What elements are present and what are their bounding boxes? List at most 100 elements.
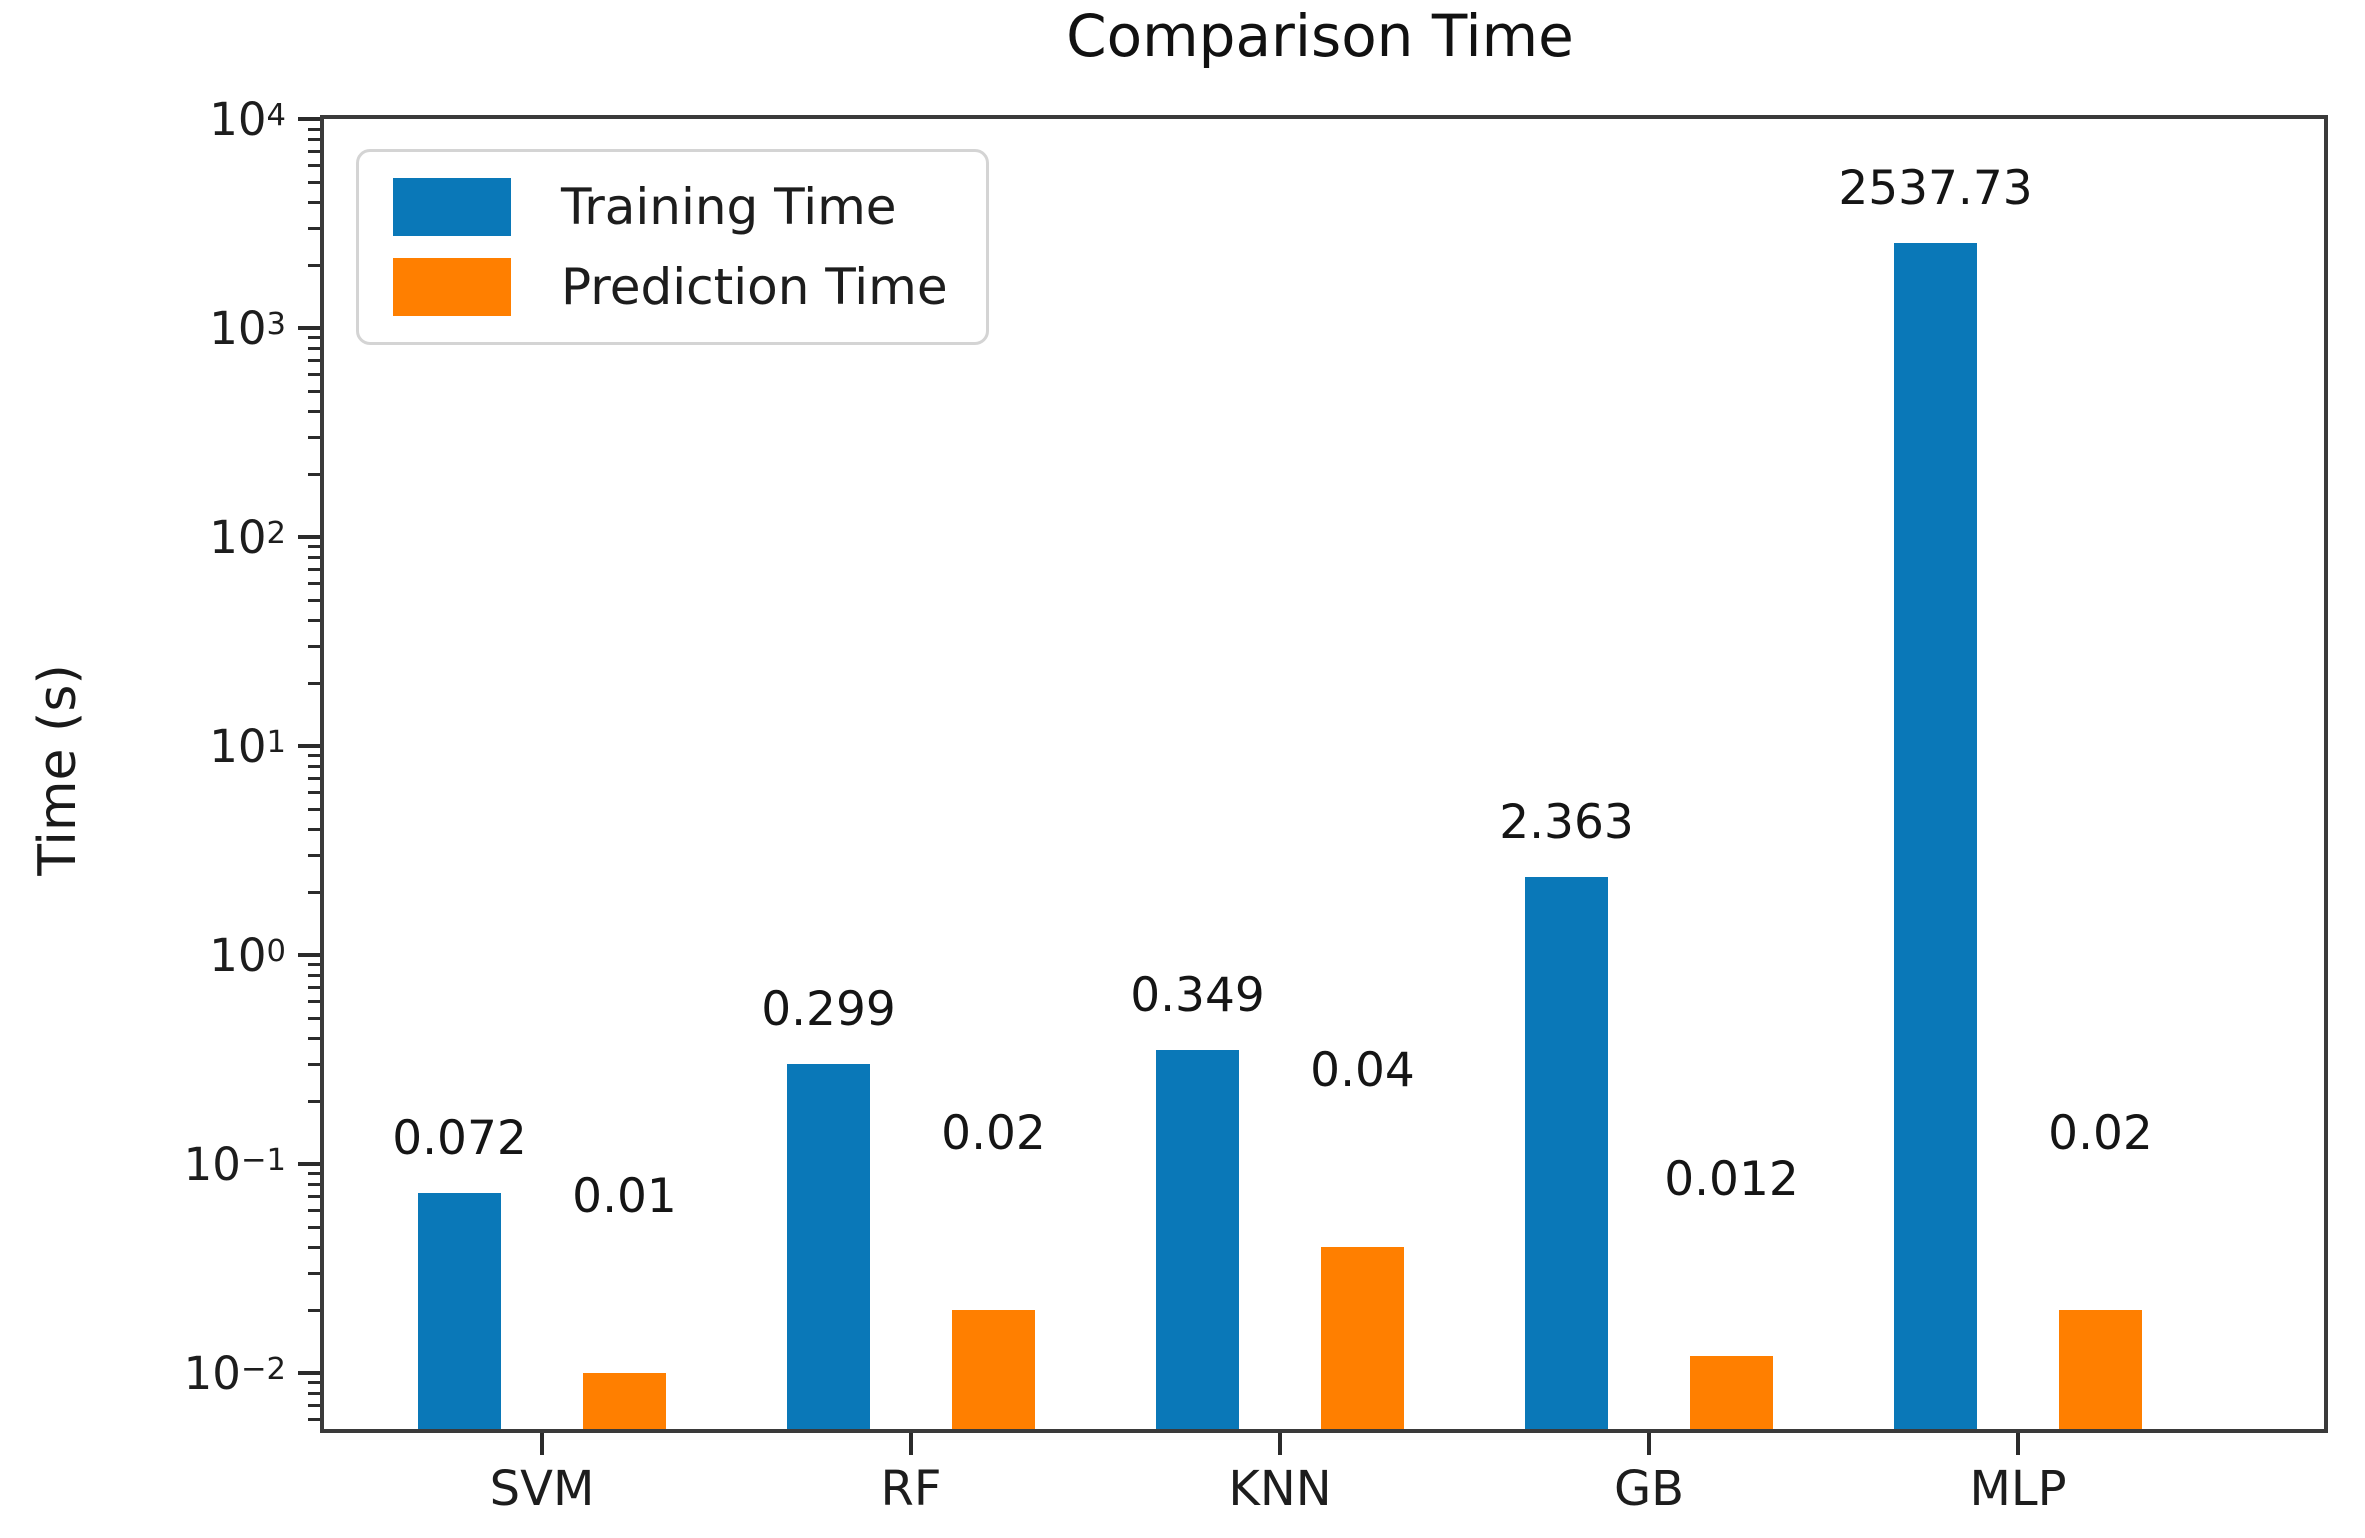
y-minor-tick [308, 681, 320, 685]
y-axis-title: Time (s) [28, 664, 88, 876]
y-minor-tick [308, 985, 320, 989]
y-major-tick [298, 744, 320, 748]
y-minor-tick [308, 335, 320, 339]
y-minor-tick [308, 1208, 320, 1212]
x-tick [540, 1433, 544, 1455]
y-minor-tick [308, 409, 320, 413]
y-minor-tick [308, 1391, 320, 1395]
x-tick [909, 1433, 913, 1455]
bar-value-label: 0.299 [761, 982, 896, 1037]
y-minor-tick [308, 358, 320, 362]
legend-label-prediction: Prediction Time [561, 258, 948, 316]
bar-prediction-GB [1690, 1356, 1773, 1429]
y-minor-tick [308, 1016, 320, 1020]
y-minor-tick [308, 1380, 320, 1384]
y-minor-tick [308, 598, 320, 602]
y-minor-tick [308, 1271, 320, 1275]
legend: Training Time Prediction Time [356, 149, 989, 345]
bar-prediction-KNN [1321, 1247, 1404, 1429]
y-minor-tick [308, 644, 320, 648]
plot-area: Training Time Prediction Time 0.072 0.299… [184, 93, 2328, 1517]
y-minor-tick [308, 435, 320, 439]
y-minor-tick [308, 263, 320, 267]
bar-prediction-MLP [2059, 1310, 2142, 1429]
x-tick-label-SVM: SVM [489, 1461, 595, 1517]
bar-value-label: 0.072 [392, 1111, 527, 1166]
bar-value-label: 2.363 [1499, 795, 1634, 850]
y-minor-tick [308, 1182, 320, 1186]
y-minor-tick [308, 1194, 320, 1198]
y-minor-tick [308, 555, 320, 559]
y-major-tick [298, 953, 320, 957]
bar-training-SVM [418, 1193, 501, 1429]
bar-prediction-RF [952, 1310, 1035, 1429]
y-tick-label: 10 0 [209, 928, 286, 982]
y-minor-tick [308, 827, 320, 831]
y-minor-tick [308, 200, 320, 204]
bar-prediction-SVM [583, 1373, 666, 1429]
bar-training-MLP [1894, 243, 1977, 1429]
y-major-tick [298, 535, 320, 539]
x-tick-label-RF: RF [880, 1461, 942, 1517]
x-tick-label-MLP: MLP [1969, 1461, 2067, 1517]
y-minor-tick [308, 149, 320, 153]
y-minor-tick [308, 1036, 320, 1040]
y-major-tick [298, 1162, 320, 1166]
y-minor-tick [308, 1225, 320, 1229]
y-minor-tick [308, 567, 320, 571]
legend-swatch-prediction-icon [393, 258, 511, 316]
x-tick [1278, 1433, 1282, 1455]
y-tick-label: 10 4 [209, 92, 286, 146]
y-minor-tick [308, 1403, 320, 1407]
y-minor-tick [308, 372, 320, 376]
bar-value-label: 2537.73 [1838, 161, 2033, 216]
bar-value-label: 0.349 [1130, 968, 1265, 1023]
y-minor-tick [308, 127, 320, 131]
y-minor-tick [308, 137, 320, 141]
y-tick-label: 10 3 [209, 301, 286, 355]
legend-item-training: Training Time [393, 178, 948, 236]
y-minor-tick [308, 163, 320, 167]
y-minor-tick [308, 764, 320, 768]
bar-training-RF [787, 1064, 870, 1429]
y-minor-tick [308, 1099, 320, 1103]
legend-swatch-training-icon [393, 178, 511, 236]
y-minor-tick [308, 346, 320, 350]
y-major-tick [298, 326, 320, 330]
x-tick-label-GB: GB [1613, 1461, 1685, 1517]
y-minor-tick [308, 973, 320, 977]
chart-title: Comparison Time [1066, 2, 1574, 70]
y-minor-tick [308, 180, 320, 184]
y-major-tick [298, 1371, 320, 1375]
y-minor-tick [308, 472, 320, 476]
y-minor-tick [308, 776, 320, 780]
y-minor-tick [308, 226, 320, 230]
y-major-tick [298, 117, 320, 121]
y-minor-tick [308, 1245, 320, 1249]
x-tick-label-KNN: KNN [1228, 1461, 1332, 1517]
x-tick [1647, 1433, 1651, 1455]
y-minor-tick [308, 890, 320, 894]
bar-training-GB [1525, 877, 1608, 1429]
y-minor-tick [308, 581, 320, 585]
y-minor-tick [308, 853, 320, 857]
y-tick-label: 10 −1 [183, 1137, 286, 1191]
y-minor-tick [308, 1308, 320, 1312]
y-tick-label: 10 2 [209, 510, 286, 564]
bar-value-label: 0.02 [2048, 1106, 2153, 1161]
bar-value-label: 0.02 [941, 1106, 1046, 1161]
y-minor-tick [308, 807, 320, 811]
y-minor-tick [308, 1417, 320, 1421]
legend-item-prediction: Prediction Time [393, 258, 948, 316]
y-minor-tick [308, 753, 320, 757]
bar-value-label: 0.01 [572, 1169, 677, 1224]
y-minor-tick [308, 1171, 320, 1175]
y-minor-tick [308, 962, 320, 966]
y-tick-label: 10 −2 [183, 1346, 286, 1400]
bar-value-label: 0.04 [1310, 1043, 1415, 1098]
y-minor-tick [308, 790, 320, 794]
x-tick [2016, 1433, 2020, 1455]
y-minor-tick [308, 544, 320, 548]
y-minor-tick [308, 999, 320, 1003]
